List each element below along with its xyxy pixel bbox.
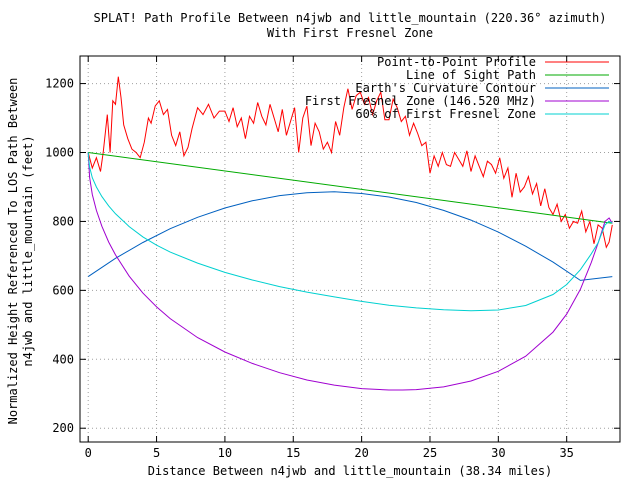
axis-ticks: 0 5 10 15 20 25 30 35 200 400 600 800 1000 1200 xyxy=(45,56,620,460)
series-line-point-to-point-profile xyxy=(87,76,613,249)
legend-label: First Fresnel Zone (146.520 MHz) xyxy=(305,94,536,108)
legend-label: Earth's Curvature Contour xyxy=(355,81,536,95)
x-tick-label: 15 xyxy=(286,446,300,460)
x-tick-label: 10 xyxy=(218,446,232,460)
series-line-60-of-first-fresnel-zone xyxy=(87,152,613,312)
y-axis-label: Normalized Height Referenced To LOS Path… xyxy=(6,78,35,425)
y-tick-label: 200 xyxy=(52,421,74,435)
chart-title: SPLAT! Path Profile Between n4jwb and li… xyxy=(94,11,607,25)
series-line-line-of-sight-path xyxy=(88,152,613,224)
y-tick-label: 600 xyxy=(52,283,74,297)
series-lines xyxy=(87,76,613,391)
plot-frame xyxy=(79,55,621,443)
x-tick-label: 35 xyxy=(559,446,573,460)
x-tick-label: 30 xyxy=(491,446,505,460)
y-tick-label: 1200 xyxy=(45,77,74,91)
x-tick-label: 20 xyxy=(354,446,368,460)
legend-label: Line of Sight Path xyxy=(406,68,536,82)
x-tick-label: 5 xyxy=(153,446,160,460)
legend-label: Point-to-Point Profile xyxy=(377,55,536,69)
chart-subtitle: With First Fresnel Zone xyxy=(267,26,433,40)
x-axis-label: Distance Between n4jwb and little_mounta… xyxy=(148,464,553,478)
x-tick-label: 0 xyxy=(85,446,92,460)
legend-label: 60% of First Fresnel Zone xyxy=(355,107,536,121)
y-axis-label-line-2: n4jwb and little_mountain (feet) xyxy=(21,135,35,366)
y-tick-label: 400 xyxy=(52,352,74,366)
series-line-first-fresnel-zone-146-520-mhz xyxy=(87,152,613,391)
x-tick-label: 25 xyxy=(423,446,437,460)
series-line-earth-s-curvature-contour xyxy=(87,191,613,281)
y-tick-label: 800 xyxy=(52,214,74,228)
grid-lines xyxy=(80,56,620,442)
y-axis-label-line-1: Normalized Height Referenced To LOS Path… xyxy=(6,78,20,425)
y-tick-label: 1000 xyxy=(45,146,74,160)
